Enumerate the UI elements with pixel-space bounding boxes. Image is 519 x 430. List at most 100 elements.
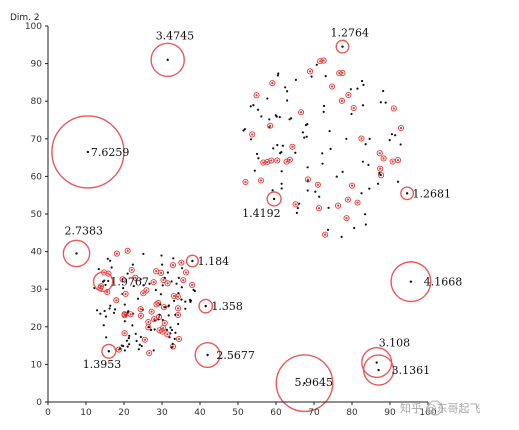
scatter-point <box>268 118 271 121</box>
highlight-point-ring <box>320 57 327 64</box>
scatter-point <box>176 313 180 317</box>
scatter-point <box>129 313 132 316</box>
highlight-point-ring <box>380 155 387 162</box>
scatter-point <box>379 167 382 170</box>
scatter-point <box>123 313 126 316</box>
scatter-point <box>152 349 155 352</box>
scatter-point <box>290 117 293 120</box>
scatter-point <box>345 217 348 220</box>
scatter-point <box>132 284 135 288</box>
scatter-point <box>176 295 180 298</box>
scatter-point <box>318 195 321 198</box>
watermark: 知乎 @东哥起飞 <box>400 400 481 416</box>
highlight-point-ring <box>283 158 290 165</box>
outlier-circle-label: 3.4745 <box>156 29 195 42</box>
outlier-point <box>206 353 209 357</box>
outlier-circle-label: 1.9767 <box>110 276 149 289</box>
y-tick-label: 100 <box>25 22 42 32</box>
scatter-point <box>301 131 304 134</box>
scatter-point <box>352 106 355 110</box>
scatter-point <box>281 144 285 147</box>
scatter-point <box>166 282 169 285</box>
outlier-circle-label: 1.3953 <box>83 358 122 371</box>
scatter-point <box>154 288 157 292</box>
scatter-point <box>364 143 367 146</box>
scatter-point <box>306 178 309 181</box>
outlier-circles-layer <box>51 39 432 413</box>
scatter-point <box>162 326 165 330</box>
highlight-point-ring <box>164 280 171 287</box>
scatter-point <box>306 189 309 192</box>
highlight-point-ring <box>113 250 120 257</box>
scatter-point <box>280 182 283 185</box>
scatter-point <box>177 292 180 295</box>
scatter-point <box>159 303 162 306</box>
highlight-point-ring <box>268 157 275 164</box>
outlier-point <box>166 58 169 62</box>
scatter-point <box>260 115 263 118</box>
highlight-point-ring <box>390 105 397 112</box>
scatter-point <box>135 339 138 343</box>
scatter-point <box>99 312 102 315</box>
scatter-point <box>112 311 116 314</box>
scatter-point <box>149 328 153 332</box>
scatter-point <box>255 94 258 97</box>
x-tick-label: 10 <box>80 408 92 418</box>
outlier-point <box>107 350 111 353</box>
scatter-point <box>321 152 324 155</box>
scatter-point <box>172 257 175 260</box>
scatter-point <box>285 160 288 163</box>
scatter-point <box>382 89 385 93</box>
scatter-point <box>349 88 352 91</box>
y-tick-label: 50 <box>31 210 43 220</box>
scatter-point <box>255 152 259 156</box>
scatter-point <box>164 306 167 309</box>
scatter-point <box>314 190 317 193</box>
y-tick-label: 40 <box>31 248 43 258</box>
scatter-point <box>294 78 298 81</box>
scatter-point <box>165 328 169 331</box>
scatter-point <box>274 114 277 117</box>
highlight-point-ring <box>115 346 122 353</box>
outlier-circle <box>400 186 415 201</box>
scatter-point <box>148 351 151 355</box>
outlier-point <box>101 280 105 283</box>
outlier-point <box>86 150 90 154</box>
y-tick-label: 20 <box>31 323 43 333</box>
highlight-point-ring <box>358 135 365 142</box>
scatter-point <box>190 283 194 287</box>
highlight-point-ring <box>175 335 183 343</box>
scatter-point <box>305 135 308 138</box>
scatter-point <box>271 82 274 85</box>
scatter-point <box>296 206 299 210</box>
scatter-point <box>152 281 155 284</box>
scatter-point <box>104 283 107 287</box>
scatter-point <box>391 160 394 163</box>
scatter-point <box>163 276 166 279</box>
scatter-point <box>128 334 131 337</box>
highlight-point-ring <box>160 304 168 311</box>
scatter-point <box>130 268 133 271</box>
x-tick-label: 70 <box>308 408 320 418</box>
highlight-point-ring <box>159 328 166 335</box>
scatter-point <box>176 307 180 310</box>
scatter-point <box>326 228 330 231</box>
scatter-point <box>131 324 134 327</box>
outlier-circle <box>194 341 221 369</box>
scatter-point <box>143 338 146 341</box>
scatter-point <box>322 110 325 113</box>
highlight-point-ring <box>253 92 260 99</box>
scatter-point <box>171 342 174 345</box>
highlight-point-ring <box>121 330 128 337</box>
outlier-point <box>191 259 194 263</box>
scatter-point <box>341 71 344 75</box>
highlight-point-ring <box>178 259 185 266</box>
outlier-circle-label: 1.184 <box>198 255 230 268</box>
scatter-point <box>147 320 150 324</box>
scatter-point <box>291 145 294 148</box>
scatter-point <box>341 170 344 173</box>
scatter-point <box>142 284 145 287</box>
circle-labels-layer: 3.4745 1.2764 7.6259 1.2681 1.4192 2.7383 1.97… <box>65 26 463 389</box>
scatter-point <box>315 63 318 66</box>
highlight-point-ring <box>113 297 120 304</box>
